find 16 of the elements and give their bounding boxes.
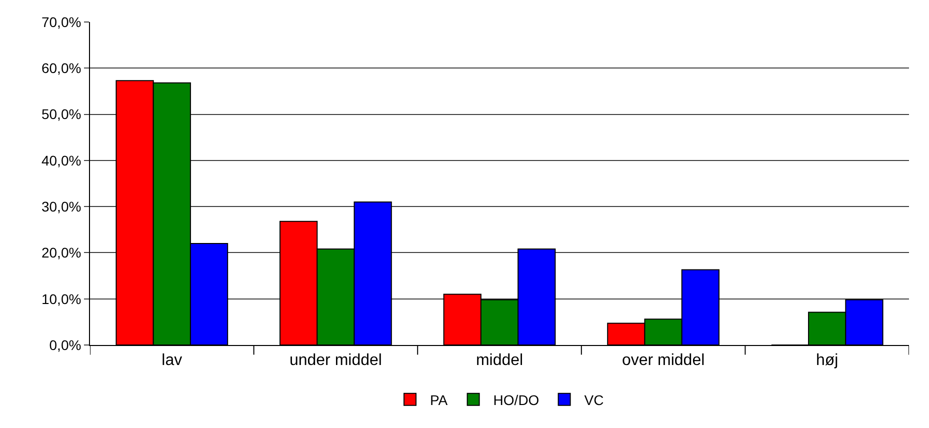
x-tick-label: middel [476,352,524,370]
legend-label: PA [430,392,448,408]
x-tick-label: under middel [289,352,382,370]
y-tick-label: 40,0% [41,152,82,168]
y-tick-label: 50,0% [41,106,82,122]
y-tick-label: 0,0% [49,336,82,353]
x-tick-label: høj [816,352,838,370]
y-tick-label: 60,0% [41,60,82,76]
y-tick-label: 10,0% [41,290,82,307]
x-tick-label: over middel [622,352,705,370]
x-tick-label: lav [162,352,182,370]
y-tick-label: 20,0% [41,244,82,261]
legend-label: VC [584,392,604,408]
y-tick-label: 70,0% [41,14,82,30]
legend-label: HO/DO [493,392,540,408]
y-tick-label: 30,0% [41,198,82,214]
